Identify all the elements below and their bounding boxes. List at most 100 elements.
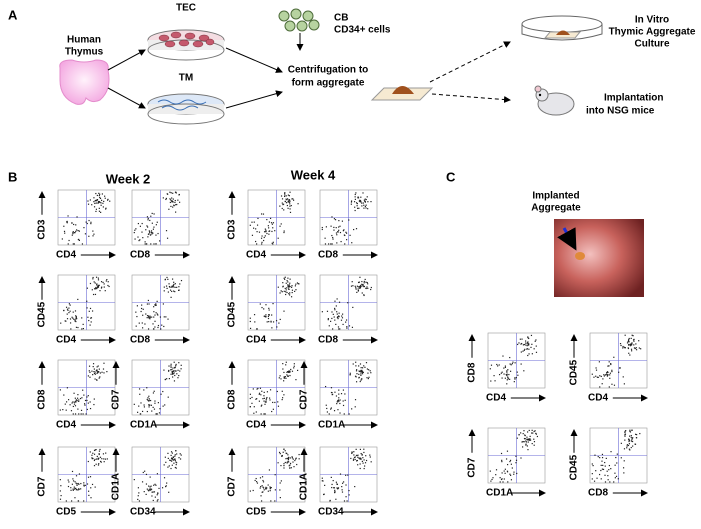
event-dot [283,376,285,378]
thymus-icon [59,59,110,105]
event-dot [363,204,365,206]
event-dot [359,287,361,289]
event-dot [321,477,323,479]
event-dot [176,453,178,455]
event-dot [103,200,105,203]
event-dot [635,437,638,439]
event-dot [276,326,278,328]
event-dot [361,460,363,463]
event-dot [596,477,598,479]
event-dot [144,241,146,243]
event-dot [147,233,150,235]
event-dot [98,194,100,197]
event-dot [526,348,528,350]
event-dot [359,363,362,365]
event-dot [288,288,290,291]
event-dot [167,457,169,459]
implantation-label: Implantation [604,93,663,104]
event-dot [286,371,288,373]
event-dot [593,480,596,482]
event-dot [338,397,340,399]
event-dot [351,281,353,283]
event-dot [504,365,507,367]
event-dot [169,286,171,288]
event-dot [148,488,151,490]
event-dot [330,320,332,322]
event-dot [265,398,268,400]
event-dot [263,413,265,415]
event-dot [149,476,151,478]
event-dot [68,303,70,305]
event-dot [133,479,135,481]
event-dot [283,231,285,234]
event-dot [348,413,350,415]
event-dot [166,237,169,239]
event-dot [622,347,624,349]
event-dot [352,306,354,309]
event-dot [528,348,530,350]
event-dot [627,339,630,342]
event-dot [636,434,638,436]
event-dot [95,288,97,290]
event-dot [626,447,628,449]
event-dot [95,370,97,372]
event-dot [81,397,83,399]
photo-arrow [557,227,577,251]
event-dot [355,228,358,230]
event-dot [73,223,75,226]
event-dot [288,294,291,296]
event-dot [336,316,339,319]
event-dot [154,326,156,328]
event-dot [171,197,173,199]
event-dot [354,198,356,200]
event-dot [367,208,369,210]
event-dot [75,320,77,323]
event-dot [281,455,283,457]
event-dot [363,451,365,454]
event-dot [622,376,624,378]
event-dot [265,314,267,316]
event-dot [289,203,291,205]
event-dot [91,458,93,460]
event-dot [171,464,173,466]
event-dot [504,468,506,470]
events [249,448,300,502]
event-dot [355,287,357,289]
event-dot [595,375,597,377]
event-dot [249,393,252,395]
event-dot [174,466,176,469]
event-dot [290,296,293,298]
event-dot [87,375,89,377]
event-dot [97,277,100,279]
event-dot [146,225,148,227]
event-dot [490,380,492,382]
event-dot [140,402,142,404]
event-dot [86,287,89,289]
event-dot [93,368,95,370]
event-dot [282,203,284,206]
event-dot [510,364,512,366]
event-dot [253,314,256,316]
event-dot [358,370,360,372]
event-dot [278,377,280,379]
event-dot [103,283,105,285]
x-axis-label: CD8 [130,335,150,346]
event-dot [357,288,359,290]
event-dot [339,473,342,475]
event-dot [163,464,165,466]
event-dot [72,233,74,235]
event-dot [269,490,271,492]
event-dot [633,347,636,349]
event-dot [489,470,491,472]
x-axis-label: CD34 [130,507,156,518]
event-dot [338,229,340,231]
event-dot [357,286,359,288]
event-dot [249,406,251,408]
event-dot [171,201,173,203]
event-dot [149,399,152,402]
event-dot [91,289,93,291]
event-dot [623,448,626,450]
event-dot [628,440,630,443]
event-dot [256,243,258,245]
event-dot [257,387,259,390]
